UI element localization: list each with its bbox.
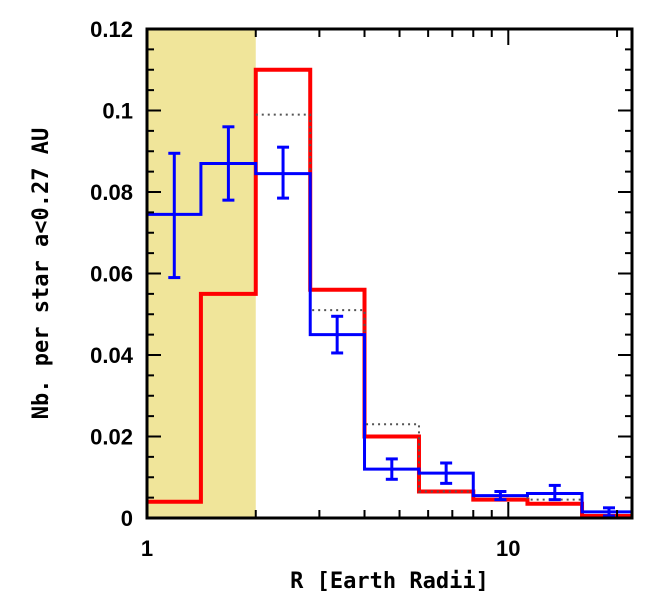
y-tick-label: 0.02 bbox=[90, 425, 133, 450]
error-bar bbox=[602, 506, 615, 518]
axes-layer: 0 0.02 0.04 0.06 0.08 0.1 0.12 1 10 bbox=[90, 17, 634, 561]
error-bar bbox=[494, 490, 507, 502]
error-bar bbox=[440, 461, 453, 485]
error-bar bbox=[385, 457, 398, 481]
x-tick-label: 10 bbox=[496, 536, 520, 561]
y-tick-label: 0 bbox=[121, 506, 133, 531]
error-bar bbox=[222, 125, 235, 202]
error-bar-layer bbox=[168, 125, 615, 518]
x-axis-title: R [Earth Radii] bbox=[290, 569, 489, 594]
error-bar bbox=[277, 145, 290, 200]
y-tick-label: 0.12 bbox=[90, 17, 133, 42]
histogram-series-1 bbox=[147, 67, 632, 518]
error-bar bbox=[548, 483, 561, 502]
y-tick-label: 0.04 bbox=[90, 343, 134, 368]
y-tick-label: 0.06 bbox=[90, 262, 133, 287]
y-tick-label: 0.08 bbox=[90, 180, 133, 205]
y-tick-label: 0.1 bbox=[102, 99, 133, 124]
x-tick-label: 1 bbox=[141, 536, 153, 561]
error-bar bbox=[168, 151, 181, 280]
y-axis-title: Nb. per star a<0.27 AU bbox=[29, 128, 54, 419]
error-bar bbox=[331, 314, 344, 355]
